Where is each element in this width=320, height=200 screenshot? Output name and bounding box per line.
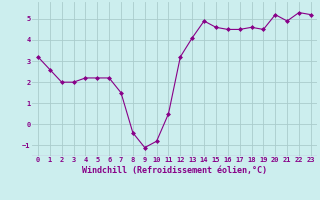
X-axis label: Windchill (Refroidissement éolien,°C): Windchill (Refroidissement éolien,°C)	[82, 166, 267, 175]
